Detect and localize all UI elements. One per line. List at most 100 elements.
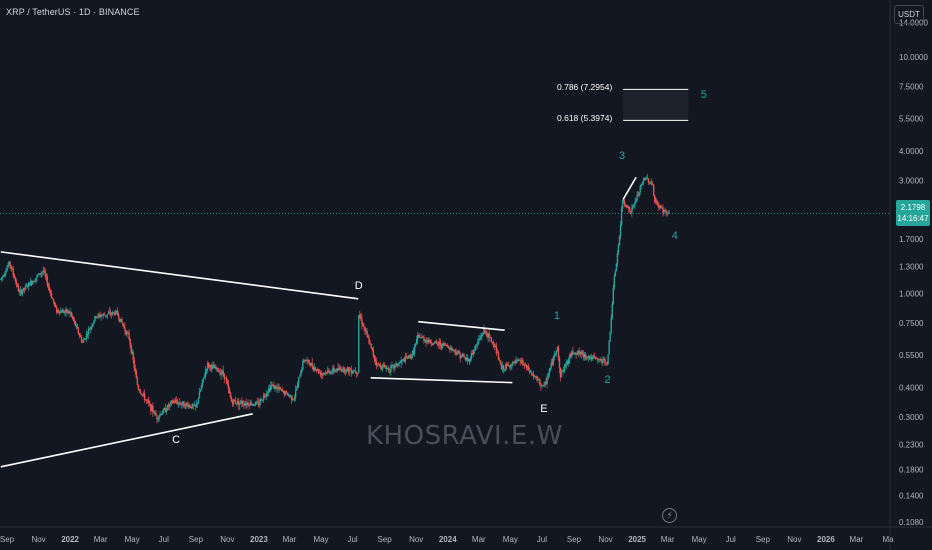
time-tick-label: 2022 xyxy=(61,535,79,544)
candle-body xyxy=(537,378,539,380)
candle-body xyxy=(547,376,549,378)
candle-body xyxy=(249,402,251,406)
candle-body xyxy=(621,199,624,209)
candle-body xyxy=(605,363,607,365)
candle-body xyxy=(274,385,276,389)
candle-body xyxy=(470,353,473,359)
candle-body xyxy=(636,194,638,201)
candle-body xyxy=(319,371,322,376)
candle-body xyxy=(130,344,132,354)
candle-body xyxy=(4,273,6,276)
candle-body xyxy=(88,328,90,335)
candle-body xyxy=(318,371,321,373)
candle-body xyxy=(657,202,659,206)
candle-body xyxy=(142,393,145,395)
candle-body xyxy=(19,290,22,293)
candle-body xyxy=(549,367,551,372)
candle-body xyxy=(49,289,52,294)
candle-body xyxy=(353,370,356,372)
candle-body xyxy=(324,372,327,374)
candle-body xyxy=(333,367,335,372)
candle-body xyxy=(643,177,646,181)
wave-label-4: 4 xyxy=(671,230,678,243)
candle-body xyxy=(1,277,3,279)
candle-body xyxy=(167,405,170,407)
candle-body xyxy=(196,403,199,405)
candle-body xyxy=(96,316,98,318)
candle-body xyxy=(48,287,51,290)
wave-label-e: E xyxy=(540,402,548,415)
candle-body xyxy=(402,359,404,361)
candle-body xyxy=(502,365,505,371)
candle-body xyxy=(364,327,366,332)
candle-body xyxy=(259,399,262,404)
candle-body xyxy=(224,377,227,379)
range-resistance-line xyxy=(418,320,505,331)
candle-body xyxy=(668,212,670,214)
currency-selector[interactable]: USDT xyxy=(894,5,924,24)
candle-body xyxy=(26,285,29,287)
candle-body xyxy=(171,400,174,403)
time-tick-label: Nov xyxy=(31,535,45,544)
price-tick-label: 0.4000 xyxy=(899,384,924,393)
candle-body xyxy=(610,317,612,332)
candle-body xyxy=(294,390,297,398)
time-tick-label: Sep xyxy=(378,535,393,544)
candle-body xyxy=(529,371,532,373)
candle-body xyxy=(193,404,195,406)
candle-body xyxy=(305,360,307,362)
candle-body xyxy=(489,337,491,338)
candle-body xyxy=(485,331,487,334)
candle-body xyxy=(297,382,299,389)
candle-body xyxy=(164,408,167,413)
candle-body xyxy=(650,182,653,185)
candle-body xyxy=(209,365,211,367)
candle-body xyxy=(656,200,658,203)
candle-body xyxy=(129,338,131,345)
candle-body xyxy=(247,402,249,406)
candle-body xyxy=(72,316,74,320)
candle-body xyxy=(487,333,489,337)
candle-body xyxy=(156,415,158,420)
candle-body xyxy=(508,364,510,366)
time-tick-label: 2026 xyxy=(817,535,835,544)
price-tick-label: 1.3000 xyxy=(899,263,924,272)
candle-body xyxy=(217,368,219,372)
candle-body xyxy=(43,270,45,272)
candle-body xyxy=(337,368,339,371)
candle-body xyxy=(107,313,110,315)
candle-body xyxy=(591,356,594,360)
candle-body xyxy=(438,342,441,345)
candle-body xyxy=(271,384,273,386)
candle-body xyxy=(73,319,75,322)
candle-body xyxy=(122,322,124,326)
price-tick-label: 10.0000 xyxy=(899,53,928,62)
candle-body xyxy=(187,404,189,408)
time-tick-label: May xyxy=(692,535,707,544)
candle-body xyxy=(419,335,421,338)
candle-body xyxy=(211,365,213,369)
candle-body xyxy=(123,325,125,328)
candle-body xyxy=(530,371,533,375)
candle-body xyxy=(496,352,499,354)
candle-body xyxy=(497,352,500,360)
lightning-icon[interactable]: ⚡ xyxy=(662,508,677,523)
candle-body xyxy=(301,369,303,373)
candle-body xyxy=(306,360,308,361)
candle-body xyxy=(40,273,42,275)
candle-body xyxy=(401,359,403,361)
candle-body xyxy=(30,280,32,286)
candle-body xyxy=(380,367,383,370)
candle-body xyxy=(207,362,209,369)
symbol-title[interactable]: XRP / TetherUS · 1D · BINANCE xyxy=(6,7,140,17)
candle-body xyxy=(150,404,152,412)
candle-body xyxy=(299,376,301,378)
time-tick-label: Nov xyxy=(220,535,234,544)
candle-body xyxy=(74,321,76,326)
candle-body xyxy=(121,318,123,323)
candle-body xyxy=(20,290,23,295)
candle-body xyxy=(481,335,483,337)
time-tick-label: May xyxy=(125,535,140,544)
candle-body xyxy=(260,399,263,401)
